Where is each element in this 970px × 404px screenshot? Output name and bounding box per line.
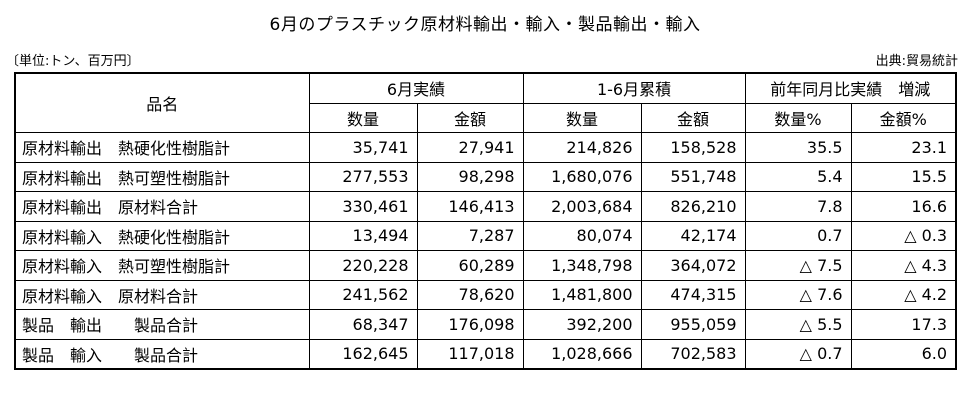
june-quantity-cell: 35,741: [308, 132, 418, 163]
table-row: 原材料輸入 熱可塑性樹脂計 220,228 60,289 1,348,798 3…: [14, 250, 957, 281]
june-quantity-cell: 162,645: [308, 338, 418, 370]
header-row-columns: 数量 金額 数量 金額 数量% 金額%: [15, 102, 957, 133]
yoy-amount-cell: △ 4.3: [850, 250, 957, 281]
yoy-amount-cell: 17.3: [850, 309, 957, 340]
june-amount-cell: 146,413: [416, 191, 524, 222]
cumulative-amount-cell: 42,174: [640, 220, 746, 251]
yoy-amount-cell: △ 4.2: [850, 279, 957, 310]
row-name: 原材料輸出 熱可塑性樹脂計: [14, 161, 310, 192]
row-name: 製品 輸出 製品合計: [14, 309, 310, 340]
table-row: 製品 輸入 製品合計 162,645 117,018 1,028,666 702…: [14, 338, 957, 370]
cumulative-amount-cell: 702,583: [640, 338, 746, 370]
cumulative-quantity-cell: 1,028,666: [522, 338, 642, 370]
yoy-group-header: 前年同月比実績 増減: [744, 72, 957, 104]
yoy-quantity-cell: △ 0.7: [744, 338, 852, 370]
june-amount-cell: 78,620: [416, 279, 524, 310]
yoy-amount-cell: 15.5: [850, 161, 957, 192]
table-row: 原材料輸出 熱硬化性樹脂計 35,741 27,941 214,826 158,…: [14, 132, 957, 163]
yoy-quantity-cell: 7.8: [744, 191, 852, 222]
cumulative-amount-header: 金額: [640, 102, 746, 133]
june-quantity-cell: 220,228: [308, 250, 418, 281]
table-row: 原材料輸出 熱可塑性樹脂計 277,553 98,298 1,680,076 5…: [14, 161, 957, 192]
cumulative-amount-cell: 826,210: [640, 191, 746, 222]
yoy-quantity-cell: 5.4: [744, 161, 852, 192]
table-row: 原材料輸出 原材料合計 330,461 146,413 2,003,684 82…: [14, 191, 957, 222]
june-amount-cell: 7,287: [416, 220, 524, 251]
cumulative-amount-cell: 551,748: [640, 161, 746, 192]
yoy-quantity-cell: △ 7.6: [744, 279, 852, 310]
row-name: 製品 輸入 製品合計: [14, 338, 310, 370]
june-quantity-cell: 241,562: [308, 279, 418, 310]
yoy-quantity-cell: △ 7.5: [744, 250, 852, 281]
june-amount-cell: 176,098: [416, 309, 524, 340]
june-quantity-cell: 13,494: [308, 220, 418, 251]
row-name: 原材料輸入 熱可塑性樹脂計: [14, 250, 310, 281]
june-amount-cell: 98,298: [416, 161, 524, 192]
june-group-header: 6月実績: [308, 72, 524, 104]
cumulative-quantity-header: 数量: [522, 102, 642, 133]
yoy-quantity-cell: △ 5.5: [744, 309, 852, 340]
unit-label: 〔単位:トン、百万円〕: [6, 54, 140, 69]
table-row: 原材料輸入 原材料合計 241,562 78,620 1,481,800 474…: [14, 279, 957, 310]
june-quantity-cell: 68,347: [308, 309, 418, 340]
cumulative-quantity-cell: 214,826: [522, 132, 642, 163]
cumulative-quantity-cell: 2,003,684: [522, 191, 642, 222]
june-amount-cell: 27,941: [416, 132, 524, 163]
yoy-amount-cell: 16.6: [850, 191, 957, 222]
june-amount-cell: 60,289: [416, 250, 524, 281]
yoy-amount-cell: 23.1: [850, 132, 957, 163]
june-quantity-header: 数量: [308, 102, 418, 133]
cumulative-amount-cell: 474,315: [640, 279, 746, 310]
cumulative-quantity-cell: 1,348,798: [522, 250, 642, 281]
source-label: 出典:貿易統計: [875, 54, 958, 69]
cumulative-quantity-cell: 392,200: [522, 309, 642, 340]
cumulative-quantity-cell: 1,481,800: [522, 279, 642, 310]
header-row-group: 品名 6月実績 1-6月累積 前年同月比実績 増減: [14, 72, 957, 133]
cumulative-quantity-cell: 80,074: [522, 220, 642, 251]
row-name: 原材料輸出 熱硬化性樹脂計: [14, 132, 310, 163]
yoy-quantity-cell: 0.7: [744, 220, 852, 251]
row-name: 原材料輸入 原材料合計: [14, 279, 310, 310]
june-amount-header: 金額: [416, 102, 524, 133]
cumulative-amount-cell: 364,072: [640, 250, 746, 281]
cumulative-group-header: 1-6月累積: [522, 72, 746, 104]
yoy-quantity-header: 数量%: [744, 102, 852, 133]
cumulative-quantity-cell: 1,680,076: [522, 161, 642, 192]
table-row: 製品 輸出 製品合計 68,347 176,098 392,200 955,05…: [14, 309, 957, 340]
row-name: 原材料輸出 原材料合計: [14, 191, 310, 222]
row-name: 原材料輸入 熱硬化性樹脂計: [14, 220, 310, 251]
yoy-amount-header: 金額%: [850, 102, 957, 133]
table-row: 原材料輸入 熱硬化性樹脂計 13,494 7,287 80,074 42,174…: [14, 220, 957, 251]
trade-table: 品名 6月実績 1-6月累積 前年同月比実績 増減 数量 金額 数量 金額 数量…: [14, 72, 958, 370]
cumulative-amount-cell: 955,059: [640, 309, 746, 340]
cumulative-amount-cell: 158,528: [640, 132, 746, 163]
yoy-quantity-cell: 35.5: [744, 132, 852, 163]
june-quantity-cell: 277,553: [308, 161, 418, 192]
yoy-amount-cell: △ 0.3: [850, 220, 957, 251]
june-amount-cell: 117,018: [416, 338, 524, 370]
yoy-amount-cell: 6.0: [850, 338, 957, 370]
page-title: 6月のプラスチック原材料輸出・輸入・製品輸出・輸入: [269, 15, 701, 35]
june-quantity-cell: 330,461: [308, 191, 418, 222]
item-name-header: 品名: [14, 72, 310, 133]
